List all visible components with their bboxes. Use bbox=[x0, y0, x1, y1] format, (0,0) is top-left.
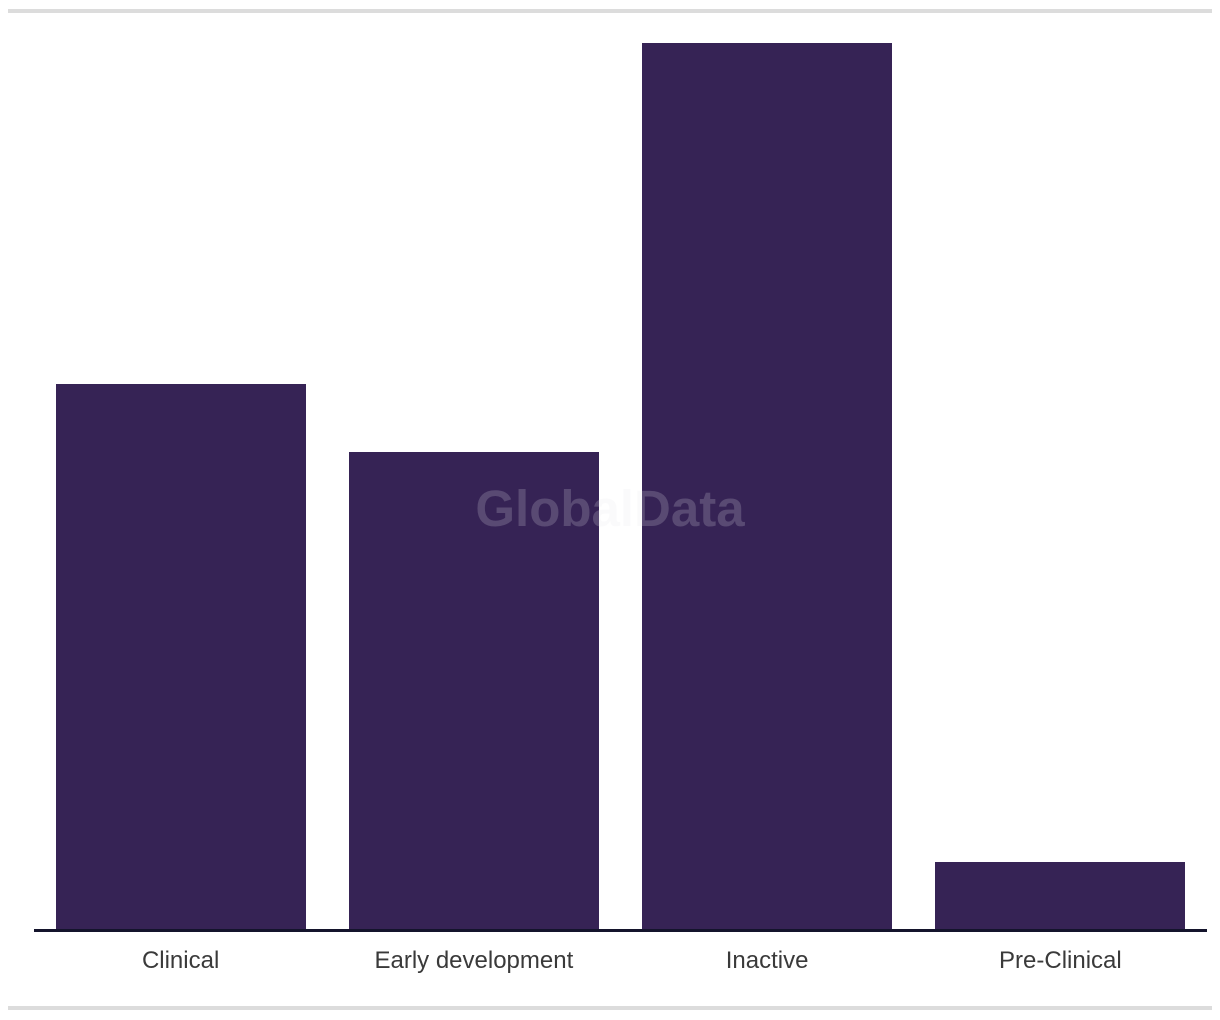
x-axis-label-pre-clinical: Pre-Clinical bbox=[999, 947, 1122, 974]
bar-slot bbox=[621, 43, 914, 930]
top-divider bbox=[8, 9, 1212, 13]
bar-early-development[interactable] bbox=[348, 452, 599, 930]
x-axis-label-clinical: Clinical bbox=[141, 947, 220, 974]
x-axis-line bbox=[34, 929, 1207, 932]
bar-slot bbox=[914, 43, 1207, 930]
bar-slot bbox=[327, 43, 620, 930]
x-axis-label-early-development: Early development bbox=[374, 947, 574, 974]
bar-clinical[interactable] bbox=[55, 384, 306, 930]
bar-slot bbox=[34, 43, 327, 930]
x-axis-labels: Clinical Early development Inactive Pre-Cli… bbox=[34, 946, 1207, 976]
bar-pre-clinical[interactable] bbox=[935, 861, 1186, 930]
bar-inactive[interactable] bbox=[642, 43, 893, 930]
x-axis-label-inactive: Inactive bbox=[725, 947, 809, 974]
plot-area bbox=[34, 43, 1207, 930]
bottom-divider bbox=[8, 1006, 1212, 1010]
